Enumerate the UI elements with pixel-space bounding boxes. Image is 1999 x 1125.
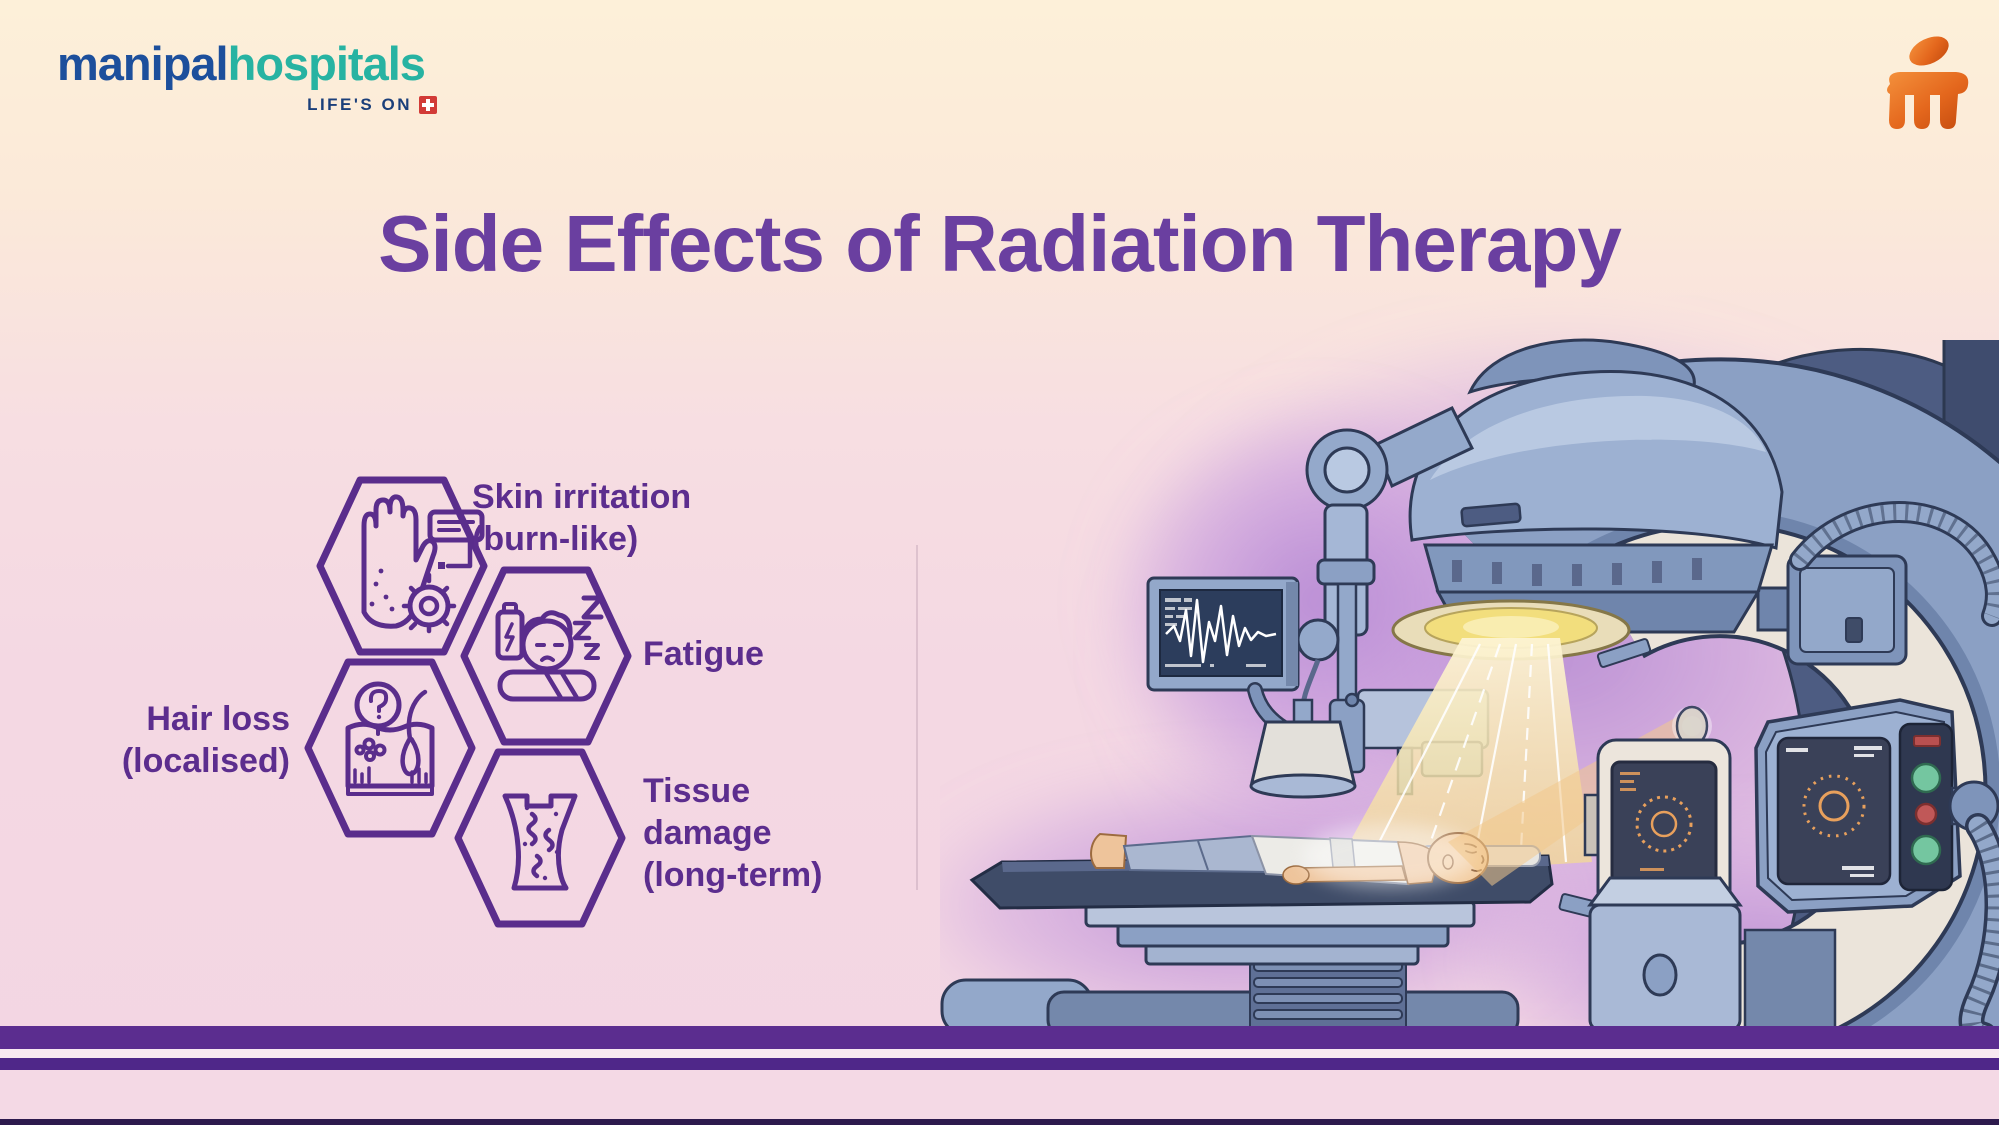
hexagon-hair-loss (304, 658, 476, 838)
footer-stripe-primary (0, 1026, 1999, 1049)
brand-tagline-row: LIFE'S ON (57, 95, 437, 115)
footer-stripe-secondary (0, 1058, 1999, 1070)
footer-stripe-gap (0, 1049, 1999, 1058)
red-button[interactable] (1914, 802, 1938, 826)
pendant-cone (1249, 698, 1357, 799)
hexagon-tissue-damage (454, 748, 626, 928)
control-screen (1776, 736, 1892, 886)
label-tissue-damage: Tissue damage (long-term) (643, 772, 823, 894)
control-panel (1754, 698, 1999, 914)
manipal-person-icon (1887, 36, 1969, 129)
label-hair-loss: Hair loss (localised) (121, 700, 290, 780)
page-title: Side Effects of Radiation Therapy (378, 199, 1622, 288)
section-divider (916, 545, 918, 890)
footer-pink-band (0, 1070, 1999, 1119)
green-button-bottom[interactable] (1910, 834, 1942, 866)
patient-on-couch (1090, 824, 1541, 888)
label-skin-irritation: Skin irritation (burn-like) (472, 478, 692, 558)
green-button-top[interactable] (1910, 762, 1942, 794)
imaging-panel (1583, 738, 1732, 912)
coiled-cable-bottom (1958, 813, 1999, 1026)
indicator-light[interactable] (1913, 735, 1941, 747)
radiation-therapy-illustration (940, 320, 1999, 1026)
brand-wordmark: manipalhospitals (57, 40, 437, 87)
medical-cross-icon (419, 96, 437, 114)
equipment-boxes (1587, 876, 1837, 1026)
manipal-hospitals-logo: manipalhospitals LIFE'S ON (57, 40, 437, 115)
footer-bottom-bar (0, 1119, 1999, 1125)
beam-glow-on-chest (1302, 824, 1478, 888)
cable-bracket (1756, 554, 1908, 666)
coiled-cable-top (1789, 501, 1999, 627)
hair-follicle-icon (345, 681, 435, 796)
damaged-tissue-icon (502, 793, 578, 891)
side-effects-hex-cluster (304, 476, 632, 928)
couch-bellows (1249, 955, 1407, 1026)
irritated-hand-icon (361, 494, 485, 634)
monitor-arm (1296, 406, 1475, 717)
hexagon-skin-irritation (316, 476, 488, 656)
hexagon-fatigue (460, 566, 632, 746)
brand-primary-text: manipal (57, 37, 229, 90)
brand-secondary-text: hospitals (227, 37, 426, 90)
linac-gantry-head (1391, 338, 1784, 661)
label-fatigue: Fatigue (643, 635, 764, 673)
fatigued-person-icon (495, 595, 604, 702)
brand-tagline: LIFE'S ON (307, 95, 412, 114)
